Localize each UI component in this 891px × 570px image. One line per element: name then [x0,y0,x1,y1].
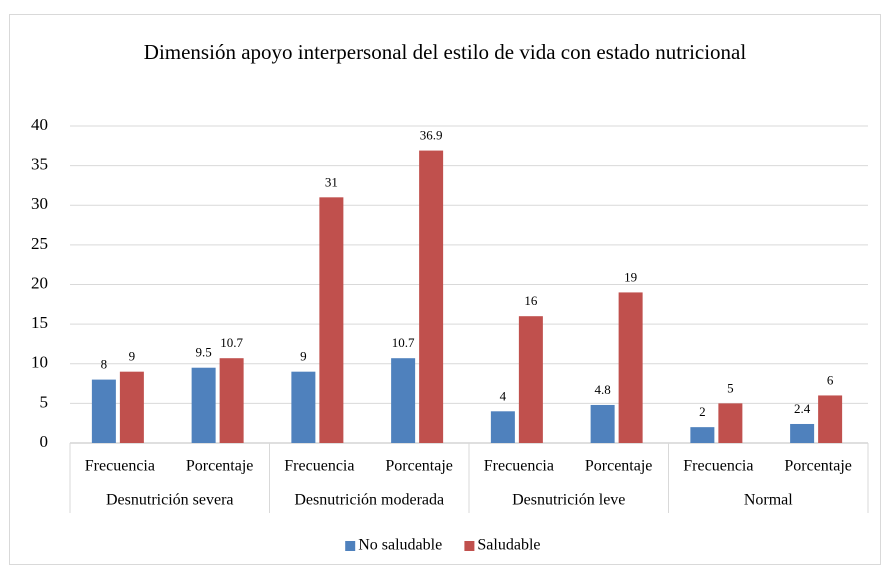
chart-frame [9,14,881,565]
bar [319,197,344,443]
group-label: Desnutrición leve [512,492,625,509]
y-tick-label: 40 [31,115,48,134]
bar [690,427,715,443]
y-tick-label: 25 [31,234,48,253]
value-label: 6 [827,372,834,387]
bar [818,395,843,443]
y-tick-label: 0 [40,432,49,451]
legend-swatch [464,541,475,551]
value-label: 36.9 [420,128,443,143]
bar [191,367,216,443]
value-label: 2 [699,404,706,419]
legend-label: No saludable [358,537,442,554]
value-label: 5 [727,380,734,395]
x-tick-label: Porcentaje [186,458,254,475]
group-label: Normal [744,492,793,509]
chart-title: Dimensión apoyo interpersonal del estilo… [143,40,747,64]
x-tick-label: Porcentaje [585,458,653,475]
bar [518,316,543,443]
bar [590,404,615,443]
y-tick-label: 10 [31,353,48,372]
x-tick-label: Frecuencia [284,458,354,475]
x-tick-label: Porcentaje [784,458,852,475]
value-label: 8 [101,357,108,372]
bar [391,358,416,443]
y-tick-label: 20 [31,273,48,292]
value-label: 4 [500,388,507,403]
bar [718,403,743,443]
bar [91,379,116,443]
value-label: 2.4 [794,401,811,416]
y-tick-label: 30 [31,194,48,213]
legend-swatch [345,541,356,551]
y-tick-label: 35 [31,155,48,174]
value-label: 9 [129,349,136,364]
value-label: 19 [624,269,637,284]
group-label: Desnutrición severa [106,492,234,509]
value-label: 9.5 [196,345,212,360]
value-label: 9 [300,349,307,364]
x-tick-label: Frecuencia [484,458,554,475]
value-label: 10.7 [392,335,415,350]
value-label: 31 [325,174,338,189]
bar [790,423,815,443]
bar [291,371,316,443]
group-label: Desnutrición moderada [294,492,444,509]
bar [618,292,643,443]
y-tick-label: 5 [40,392,49,411]
bar [219,358,244,443]
x-tick-label: Frecuencia [683,458,753,475]
bar [419,150,444,443]
value-label: 10.7 [220,335,243,350]
bar [119,371,144,443]
value-label: 16 [524,293,538,308]
y-tick-label: 15 [31,313,48,332]
value-label: 4.8 [595,382,611,397]
bar [490,411,515,443]
x-tick-label: Porcentaje [385,458,453,475]
legend-label: Saludable [477,537,540,554]
x-tick-label: Frecuencia [85,458,155,475]
